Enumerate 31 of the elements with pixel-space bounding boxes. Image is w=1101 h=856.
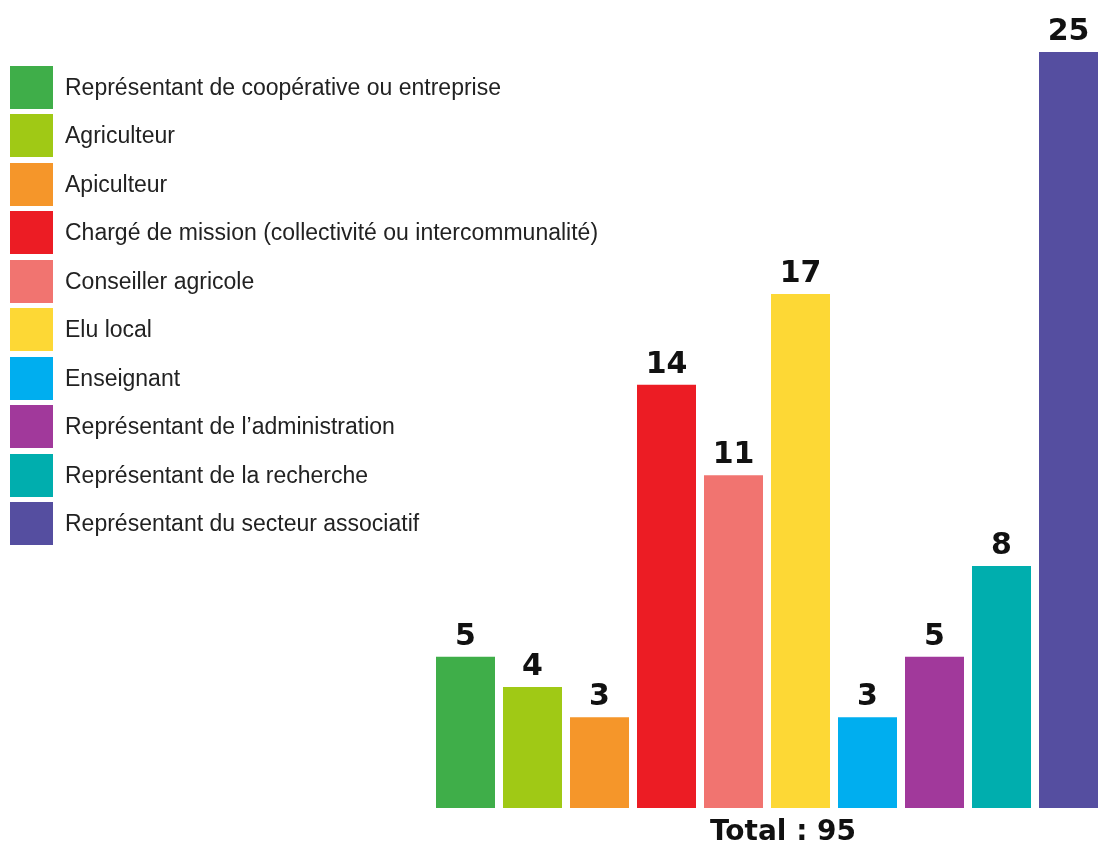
legend-label: Agriculteur	[65, 122, 175, 150]
data-label: 3	[589, 677, 610, 713]
bar	[570, 717, 629, 808]
data-label: 5	[455, 616, 476, 652]
legend-label: Chargé de mission (collectivité ou intercommunalité)	[65, 219, 599, 247]
legend-label: Représentant de l’administration	[65, 413, 395, 441]
data-label: 3	[857, 677, 878, 713]
data-label: 11	[712, 435, 755, 471]
data-label: 25	[1047, 12, 1090, 47]
legend-label: Conseiller agricole	[65, 267, 255, 295]
text: Total : 95	[708, 814, 858, 847]
legend-label: Représentant du secteur associatif	[65, 510, 420, 538]
data-label: 8	[991, 526, 1012, 562]
bar	[771, 293, 830, 808]
legend-label: Représentant de la recherche	[65, 461, 369, 489]
data-label: 17	[779, 253, 822, 289]
data-label: 14	[645, 344, 688, 380]
bar	[637, 384, 696, 808]
legend-label: Enseignant	[65, 364, 181, 392]
bar	[1039, 52, 1098, 808]
legend-label: Apiculteur	[65, 170, 168, 198]
bar	[972, 566, 1031, 808]
legend-label: Représentant de coopérative ou entreprise	[65, 73, 502, 101]
bar	[905, 656, 964, 808]
data-label: 5	[924, 616, 945, 652]
bar	[704, 475, 763, 808]
data-label: 4	[522, 647, 543, 683]
bar	[503, 687, 562, 808]
legend-label: Elu local	[65, 316, 152, 344]
bar	[436, 656, 495, 808]
bar	[838, 717, 897, 808]
